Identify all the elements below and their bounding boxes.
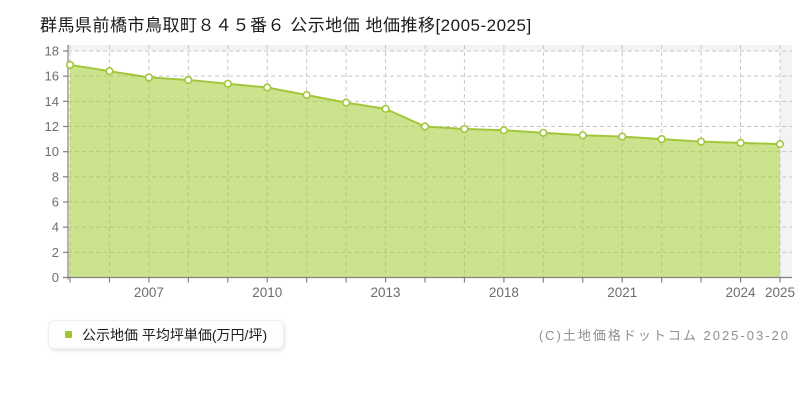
data-point <box>223 79 232 88</box>
data-point <box>499 126 508 135</box>
x-tick-label: 2010 <box>252 285 282 300</box>
data-point <box>381 104 390 113</box>
page-title: 群馬県前橋市鳥取町８４５番６ 公示地価 地価推移[2005-2025] <box>40 16 532 35</box>
data-point <box>65 60 75 69</box>
y-tick-label: 2 <box>52 245 59 260</box>
y-tick-label: 4 <box>52 220 59 235</box>
y-tick-label: 8 <box>52 169 59 184</box>
y-tick-label: 18 <box>45 44 59 59</box>
x-tick-label: 2018 <box>489 285 519 300</box>
data-point <box>302 90 311 100</box>
data-point <box>184 75 193 85</box>
y-tick-label: 12 <box>45 119 59 134</box>
data-point <box>144 73 153 82</box>
data-point <box>342 98 351 107</box>
legend-marker-square <box>65 331 72 338</box>
data-point <box>775 140 785 149</box>
y-tick-label: 6 <box>52 195 59 210</box>
x-axis-labels: 2007 2010 2013 2018 2021 2024 2025 <box>134 285 795 300</box>
data-point <box>539 128 548 137</box>
copyright-text: (C)土地価格ドットコム 2025-03-20 <box>538 328 790 343</box>
axes <box>63 45 792 283</box>
x-tick-label: 2025 <box>765 285 795 300</box>
data-point <box>578 131 587 140</box>
y-axis-labels: 0 2 4 6 8 10 12 14 16 18 <box>45 44 59 286</box>
y-tick-label: 0 <box>52 270 59 285</box>
x-tick-label: 2007 <box>134 285 164 300</box>
data-point <box>263 83 272 92</box>
data-point <box>736 138 745 147</box>
legend-label: 公示地価 平均坪単価(万円/坪) <box>82 326 268 343</box>
data-point <box>618 132 627 141</box>
data-points <box>65 60 785 149</box>
x-tick-label: 2024 <box>726 285 757 300</box>
data-point <box>657 134 666 144</box>
legend: 公示地価 平均坪単価(万円/坪) <box>48 320 285 349</box>
data-point <box>105 67 114 76</box>
x-tick-label: 2013 <box>371 285 401 300</box>
x-tick-label: 2021 <box>607 285 637 300</box>
data-point <box>697 137 706 146</box>
y-tick-label: 14 <box>45 94 59 109</box>
y-tick-label: 10 <box>45 144 59 159</box>
data-point <box>420 122 430 131</box>
data-point <box>460 124 469 134</box>
y-tick-label: 16 <box>45 69 59 84</box>
area-fill <box>69 64 780 278</box>
